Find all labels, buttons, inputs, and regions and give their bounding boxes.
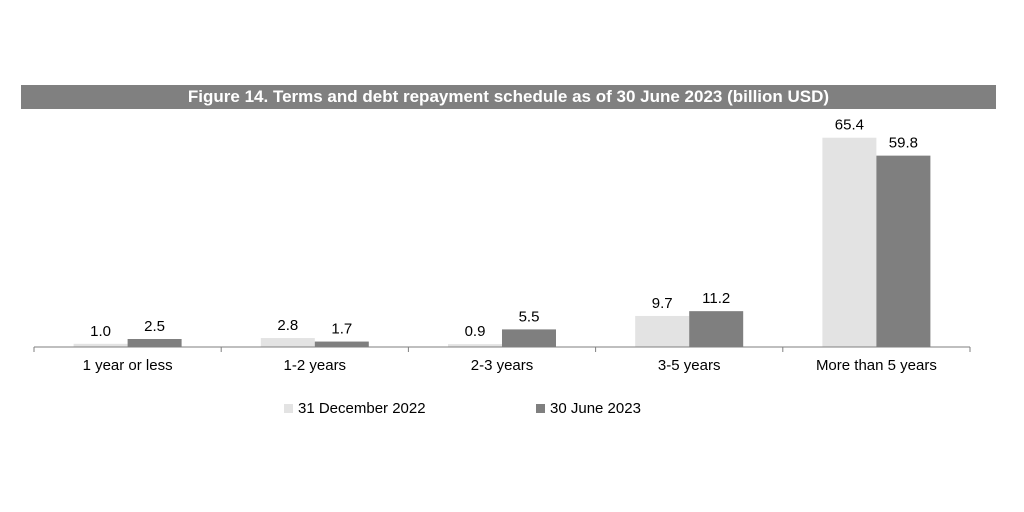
chart-title: Figure 14. Terms and debt repayment sche… (21, 85, 996, 109)
category-label: 2-3 years (471, 357, 534, 374)
bar-value-label: 5.5 (519, 308, 540, 325)
bar-value-label: 1.7 (331, 321, 352, 338)
bar (502, 329, 556, 347)
category-label: 1-2 years (284, 357, 347, 374)
category-label: 1 year or less (83, 357, 173, 374)
legend-label-jun-2023: 30 June 2023 (550, 400, 641, 417)
bar (448, 344, 502, 347)
category-label: 3-5 years (658, 357, 721, 374)
legend-item-dec-2022: 31 December 2022 (284, 400, 426, 417)
bar-value-label: 9.7 (652, 295, 673, 312)
bar (822, 137, 877, 347)
legend-swatch-dec-2022 (284, 404, 293, 413)
bar-value-label: 2.5 (144, 318, 165, 335)
bars-group (73, 137, 931, 347)
bar-value-label: 59.8 (889, 135, 918, 152)
bar-value-label: 2.8 (277, 317, 298, 334)
bar (314, 341, 369, 347)
legend-label-dec-2022: 31 December 2022 (298, 400, 426, 417)
legend-item-jun-2023: 30 June 2023 (536, 400, 641, 417)
category-label: More than 5 years (816, 357, 937, 374)
bar (689, 311, 744, 347)
bar (876, 155, 931, 347)
legend-swatch-jun-2023 (536, 404, 545, 413)
data-labels-group: 1.0 2.5 2.8 1.7 0.9 5.5 9.7 11.2 65.4 59.8 (90, 117, 918, 340)
category-labels-group: 1 year or less 1-2 years 2-3 years 3-5 year… (83, 357, 937, 374)
bar (127, 339, 182, 347)
bar-value-label: 1.0 (90, 323, 111, 340)
bar-value-label: 0.9 (465, 323, 486, 340)
bar (73, 343, 128, 347)
bar-value-label: 11.2 (702, 290, 730, 307)
bar (635, 315, 690, 347)
bar (260, 338, 315, 347)
bar-value-label: 65.4 (835, 117, 864, 134)
x-axis-ticks (33, 347, 971, 352)
